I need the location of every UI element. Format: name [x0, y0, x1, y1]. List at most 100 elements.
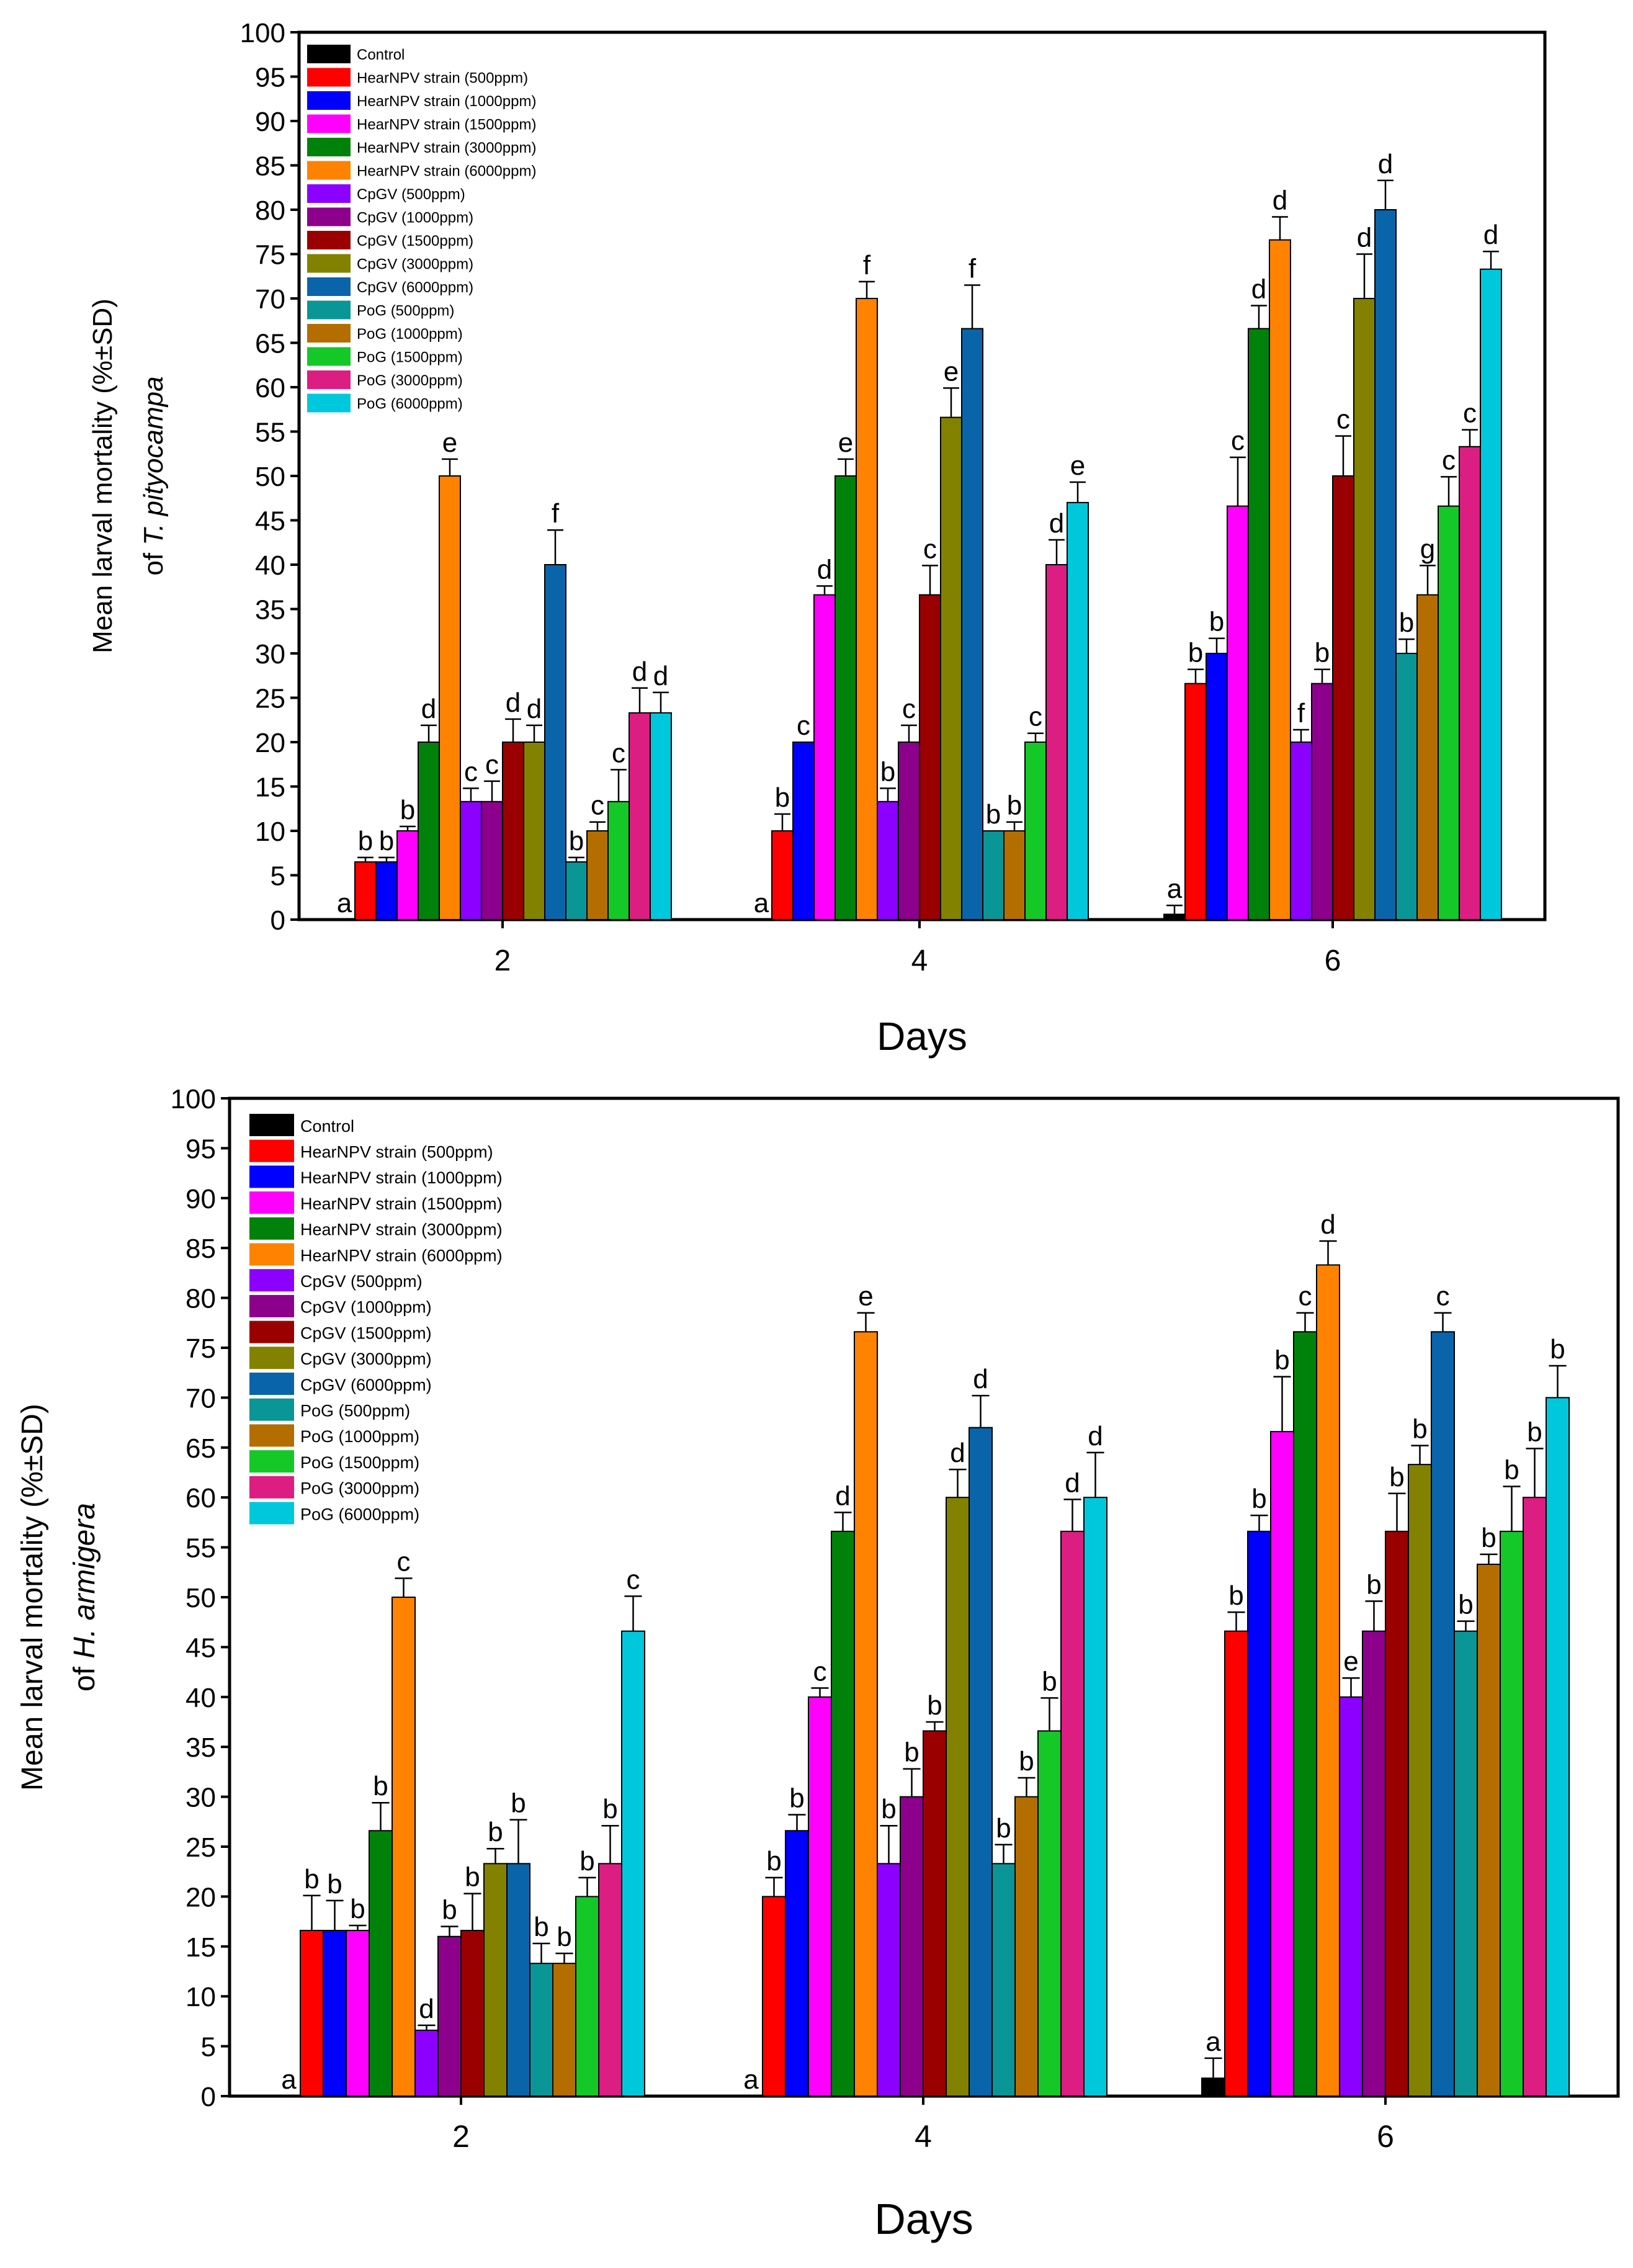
significance-letter: b [327, 1869, 342, 1899]
significance-letter: b [488, 1817, 503, 1847]
significance-letter: a [743, 2064, 759, 2095]
legend-swatch [307, 114, 351, 133]
bar [792, 742, 815, 920]
legend-swatch [249, 1191, 294, 1214]
bar [808, 1696, 832, 2097]
legend-swatch [307, 370, 351, 389]
legend-label: PoG (1500ppm) [300, 1453, 419, 1472]
significance-letter: c [797, 710, 810, 741]
bar [1293, 1331, 1317, 2097]
bar [1339, 1696, 1363, 2097]
significance-letter: c [923, 534, 937, 564]
bar [969, 1427, 993, 2097]
legend-swatch [249, 1502, 294, 1525]
legend-label: CpGV (6000ppm) [300, 1376, 432, 1394]
bar [831, 1530, 855, 2097]
bar [1083, 1497, 1107, 2097]
significance-letter: b [1504, 1455, 1519, 1486]
bar [1500, 1530, 1524, 2097]
legend-label: PoG (1000ppm) [300, 1427, 419, 1446]
y-tick-label: 75 [186, 1333, 216, 1364]
top-chart-panel: 0 5 10 15 20 25 30 35 40 45 50 55 60 65 70 75 80 85 90 95 10… [87, 18, 1547, 1059]
bar [369, 1830, 393, 2097]
significance-letter: b [1274, 1345, 1289, 1376]
bar [919, 594, 941, 920]
y-axis-subtitle: of H. armigera [68, 1503, 101, 1692]
bar [1523, 1497, 1547, 2097]
legend-swatch [307, 138, 351, 156]
significance-letter: b [1209, 607, 1224, 637]
bar [483, 1863, 508, 2097]
bar [460, 800, 482, 921]
legend-swatch [307, 231, 351, 249]
x-axis-title: Days [874, 2195, 973, 2243]
bar [506, 1863, 530, 2097]
bar [1224, 1630, 1248, 2097]
legend-label: Control [300, 1117, 354, 1136]
bar [1459, 446, 1481, 920]
y-tick-label: 40 [255, 550, 285, 581]
y-tick-label: 35 [255, 595, 285, 625]
bar [1270, 1431, 1294, 2097]
legend-label: CpGV (1500ppm) [357, 233, 473, 249]
significance-letter: f [863, 250, 871, 280]
legend-swatch [307, 161, 351, 180]
bar [1037, 1730, 1062, 2097]
bar [771, 830, 794, 920]
legend-label: CpGV (3000ppm) [300, 1350, 432, 1368]
significance-letter: b [766, 1846, 781, 1876]
y-tick-label: 25 [255, 684, 285, 714]
bar [575, 1896, 599, 2097]
y-tick-label: 80 [186, 1284, 216, 1314]
legend-swatch [307, 393, 351, 413]
significance-letter: c [1029, 702, 1042, 732]
y-tick-label: 0 [201, 2082, 216, 2112]
y-tick-label: 100 [171, 1084, 216, 1114]
significance-letter: b [1019, 1746, 1034, 1777]
bar [1385, 1530, 1409, 2097]
legend-label: CpGV (500ppm) [300, 1272, 423, 1291]
y-tick-label: 15 [255, 773, 285, 803]
legend-label: HearNPV strain (1000ppm) [300, 1168, 503, 1187]
significance-letter: f [969, 254, 977, 284]
bar [940, 416, 962, 920]
significance-letter: b [1412, 1414, 1427, 1445]
significance-letter: b [1458, 1590, 1473, 1620]
legend-label: CpGV (1000ppm) [300, 1298, 432, 1317]
significance-letter: b [1366, 1569, 1381, 1600]
legend-label: PoG (3000ppm) [300, 1479, 419, 1498]
bar [854, 1331, 878, 2097]
legend-swatch [307, 277, 351, 296]
significance-letter: d [421, 694, 436, 724]
y-tick-label: 30 [186, 1783, 216, 1813]
significance-letter: d [1483, 220, 1498, 250]
y-tick-label: 70 [186, 1383, 216, 1414]
x-axis-title: Days [877, 1014, 967, 1059]
y-tick-label: 60 [186, 1483, 216, 1513]
significance-letter: a [337, 888, 352, 918]
significance-letter: e [944, 356, 959, 387]
y-axis-subtitle-prefix: of [138, 545, 169, 576]
y-tick-label: 50 [255, 462, 285, 492]
y-axis-species: T. pityocampa [138, 376, 169, 545]
x-tick-label: 2 [452, 2119, 470, 2154]
legend-swatch [249, 1476, 294, 1499]
y-tick-label: 5 [271, 861, 285, 892]
bar [923, 1730, 947, 2097]
significance-letter: c [1436, 1281, 1450, 1312]
y-axis-subtitle: of T. pityocampa [138, 376, 169, 575]
bar [414, 2029, 439, 2097]
bar [1024, 742, 1047, 920]
bar [1362, 1630, 1386, 2097]
significance-letter: d [653, 661, 668, 691]
bar [1332, 475, 1354, 920]
legend-swatch [249, 1243, 294, 1266]
legend-label: PoG (6000ppm) [300, 1505, 419, 1523]
bar [565, 861, 588, 921]
legend-swatch [249, 1398, 294, 1421]
y-tick-label: 55 [255, 418, 285, 448]
bar [439, 475, 461, 920]
significance-letter: a [1206, 2027, 1221, 2057]
y-tick-label: 15 [186, 1932, 216, 1963]
